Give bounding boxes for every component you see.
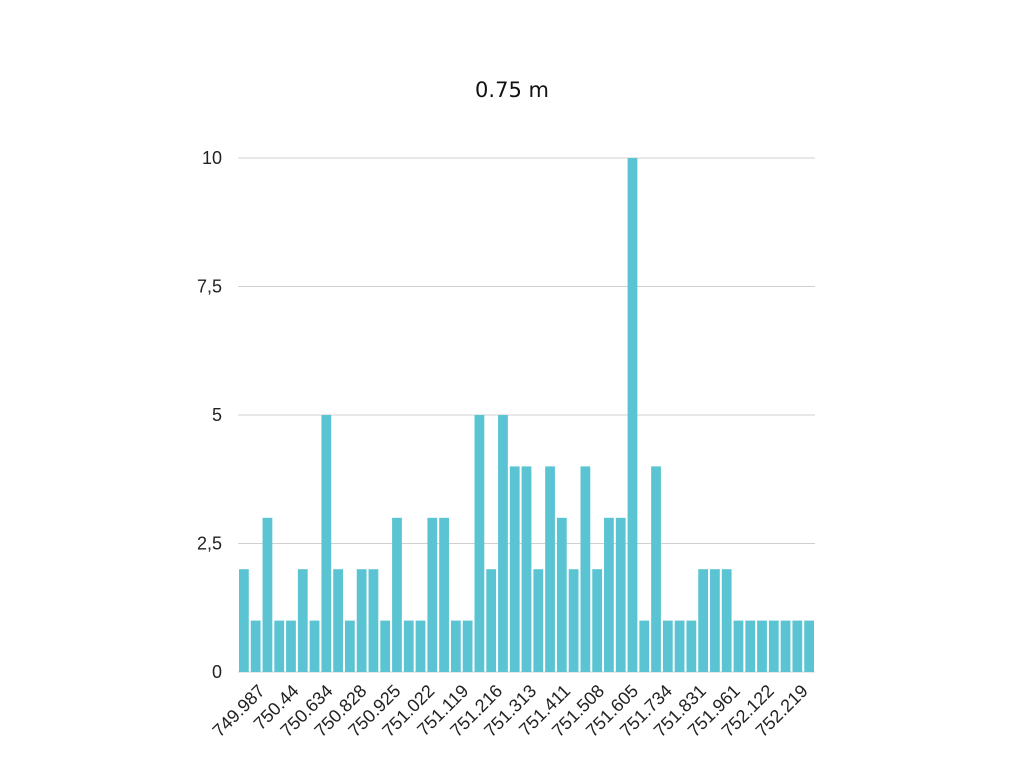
bar bbox=[698, 569, 709, 672]
y-tick-label: 2,5 bbox=[197, 534, 222, 554]
bar bbox=[392, 517, 402, 672]
bar bbox=[804, 620, 814, 672]
bar bbox=[297, 569, 308, 672]
bar bbox=[403, 620, 414, 672]
x-axis-ticks: 749.987750.44750.634750.828750.925751.02… bbox=[209, 681, 812, 741]
y-tick-label: 0 bbox=[212, 662, 222, 682]
bar bbox=[274, 620, 285, 672]
bar bbox=[733, 620, 744, 672]
bar bbox=[333, 569, 343, 672]
bar bbox=[250, 620, 261, 672]
bar bbox=[568, 569, 579, 672]
bar bbox=[639, 620, 650, 672]
bar bbox=[615, 517, 626, 672]
bar bbox=[368, 569, 379, 672]
bar bbox=[604, 517, 614, 672]
bar bbox=[380, 620, 391, 672]
bar bbox=[651, 466, 661, 672]
y-tick-label: 10 bbox=[202, 148, 222, 168]
bar bbox=[415, 620, 426, 672]
bar bbox=[768, 620, 779, 672]
bar bbox=[627, 158, 638, 672]
bar bbox=[745, 620, 756, 672]
bar bbox=[533, 569, 544, 672]
bar bbox=[286, 620, 296, 672]
bar bbox=[521, 466, 532, 672]
bar bbox=[462, 620, 473, 672]
bar bbox=[262, 517, 273, 672]
bar bbox=[792, 620, 803, 672]
y-tick-label: 7,5 bbox=[197, 277, 222, 297]
bar bbox=[674, 620, 685, 672]
bar bbox=[498, 415, 508, 672]
bar bbox=[580, 466, 591, 672]
bar bbox=[239, 569, 249, 672]
bars bbox=[239, 158, 814, 672]
chart-title: 0.75 m bbox=[475, 78, 549, 102]
bar bbox=[721, 569, 732, 672]
bar bbox=[757, 620, 767, 672]
bar bbox=[344, 620, 355, 672]
bar bbox=[486, 569, 497, 672]
y-tick-label: 5 bbox=[212, 405, 222, 425]
bar bbox=[450, 620, 461, 672]
bar bbox=[780, 620, 791, 672]
bar bbox=[439, 517, 449, 672]
bar bbox=[556, 517, 567, 672]
bar bbox=[321, 415, 332, 672]
bar bbox=[356, 569, 367, 672]
bar bbox=[710, 569, 720, 672]
bar bbox=[474, 415, 485, 672]
bar bbox=[545, 466, 555, 672]
bar bbox=[686, 620, 697, 672]
bar bbox=[592, 569, 603, 672]
bar bbox=[662, 620, 673, 672]
bar bbox=[309, 620, 320, 672]
y-axis-ticks: 0 2,5 5 7,5 10 bbox=[197, 148, 222, 682]
bar bbox=[427, 517, 438, 672]
bar bbox=[509, 466, 520, 672]
